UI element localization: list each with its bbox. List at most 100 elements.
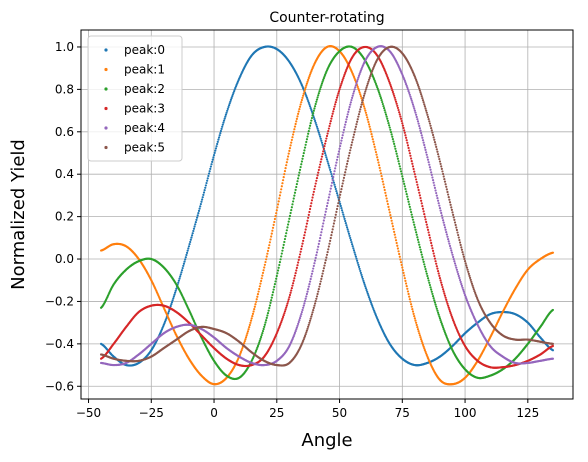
data-point (280, 319, 283, 322)
data-point (254, 303, 257, 306)
data-point (291, 203, 294, 206)
data-point (307, 325, 310, 328)
data-point (308, 321, 311, 324)
data-point (407, 292, 410, 296)
data-point (420, 93, 423, 96)
data-point (292, 130, 295, 133)
data-point (363, 283, 366, 286)
data-point (296, 180, 299, 183)
data-point (245, 334, 248, 337)
data-point (420, 253, 423, 256)
data-point (433, 257, 437, 260)
data-point (438, 277, 442, 280)
data-point (419, 196, 422, 200)
data-point (240, 349, 243, 352)
data-point (349, 149, 352, 152)
data-point (305, 84, 308, 87)
data-point (393, 233, 396, 236)
data-point (416, 183, 419, 186)
data-point (302, 306, 305, 309)
data-point (229, 100, 232, 103)
data-point (300, 101, 303, 104)
data-point (197, 212, 200, 215)
data-point (312, 264, 315, 268)
data-point (284, 167, 287, 170)
data-point (300, 163, 303, 166)
data-point (433, 254, 436, 258)
data-point (345, 165, 348, 168)
data-point (462, 253, 465, 256)
data-point (449, 312, 452, 315)
data-point (296, 115, 299, 118)
data-point (438, 274, 441, 277)
data-point (319, 86, 322, 89)
data-point (415, 178, 418, 181)
data-point (295, 117, 298, 120)
data-point (400, 263, 403, 266)
data-point (436, 153, 440, 156)
data-point (369, 128, 372, 131)
plot-marks (99, 45, 555, 386)
data-point (310, 116, 314, 120)
data-point (216, 140, 219, 143)
data-point (207, 174, 210, 178)
data-point (204, 186, 207, 189)
data-point (364, 285, 367, 288)
data-point (174, 289, 177, 292)
data-point (450, 313, 453, 317)
data-point (438, 160, 442, 163)
data-point (432, 297, 435, 300)
data-point (448, 244, 452, 248)
data-point (551, 349, 555, 352)
data-point (451, 211, 454, 214)
data-point (325, 256, 328, 259)
data-point (418, 127, 421, 130)
data-point (376, 158, 379, 161)
data-point (431, 131, 434, 134)
data-point (419, 336, 422, 339)
data-point (261, 271, 265, 275)
data-point (312, 306, 315, 310)
data-point (268, 244, 271, 247)
data-point (243, 342, 246, 345)
data-point (422, 101, 425, 104)
data-point (252, 310, 255, 313)
data-point (453, 221, 457, 224)
data-point (273, 217, 277, 221)
data-point (326, 132, 329, 135)
data-point (321, 272, 324, 275)
data-point (375, 84, 378, 87)
data-point (422, 260, 425, 263)
data-point (421, 99, 425, 102)
data-point (402, 271, 405, 274)
data-point (384, 113, 388, 116)
data-point (327, 245, 330, 248)
legend-label: peak:0 (124, 43, 165, 57)
data-point (421, 207, 425, 210)
data-point (425, 223, 428, 226)
data-point (462, 255, 465, 258)
data-point (318, 90, 321, 93)
data-point (307, 213, 310, 216)
data-point (431, 292, 434, 296)
data-point (254, 300, 258, 303)
data-point (353, 88, 356, 91)
data-point (351, 141, 354, 144)
data-point (430, 244, 433, 247)
data-point (251, 312, 255, 315)
data-point (447, 238, 450, 241)
data-point (357, 263, 360, 266)
data-point (425, 111, 428, 114)
data-point (356, 78, 359, 81)
data-point (390, 133, 393, 136)
data-point (425, 151, 428, 154)
data-point (394, 239, 398, 242)
data-point (310, 315, 313, 318)
data-point (327, 164, 330, 167)
data-point (300, 160, 303, 163)
data-point (313, 259, 317, 262)
data-point (360, 103, 363, 106)
data-point (423, 143, 426, 147)
data-point (293, 191, 297, 194)
data-point (313, 119, 317, 123)
